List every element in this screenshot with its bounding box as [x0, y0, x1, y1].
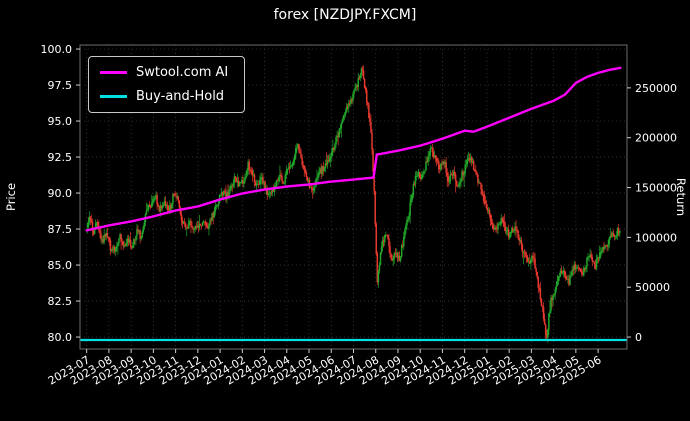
svg-text:50000: 50000 [635, 281, 670, 294]
buy-and-hold-line-swatch [100, 95, 127, 98]
svg-text:97.5: 97.5 [48, 79, 73, 92]
legend-label-swtool-ai: Swtool.com AI [136, 65, 229, 80]
legend-label-buy-and-hold: Buy-and-Hold [136, 89, 225, 104]
svg-text:150000: 150000 [635, 182, 677, 195]
svg-text:92.5: 92.5 [48, 151, 73, 164]
svg-text:87.5: 87.5 [48, 223, 73, 236]
svg-text:82.5: 82.5 [48, 295, 73, 308]
svg-text:90.0: 90.0 [48, 187, 73, 200]
svg-text:100.0: 100.0 [41, 43, 73, 56]
legend: Swtool.com AI Buy-and-Hold [88, 56, 246, 113]
right-axis-label: Return [674, 178, 688, 216]
svg-text:200000: 200000 [635, 132, 677, 145]
left-axis-label: Price [4, 183, 18, 211]
chart-title: forex [NZDJPY.FXCM] [273, 7, 417, 23]
svg-text:250000: 250000 [635, 82, 677, 95]
swtool-ai-line-swatch [100, 71, 127, 74]
svg-text:0: 0 [635, 331, 642, 344]
legend-item-buy-and-hold: Buy-and-Hold [100, 89, 228, 104]
svg-text:100000: 100000 [635, 231, 677, 244]
svg-text:95.0: 95.0 [48, 115, 73, 128]
legend-item-swtool-ai: Swtool.com AI [100, 65, 228, 80]
svg-text:80.0: 80.0 [48, 331, 73, 344]
svg-text:85.0: 85.0 [48, 259, 73, 272]
